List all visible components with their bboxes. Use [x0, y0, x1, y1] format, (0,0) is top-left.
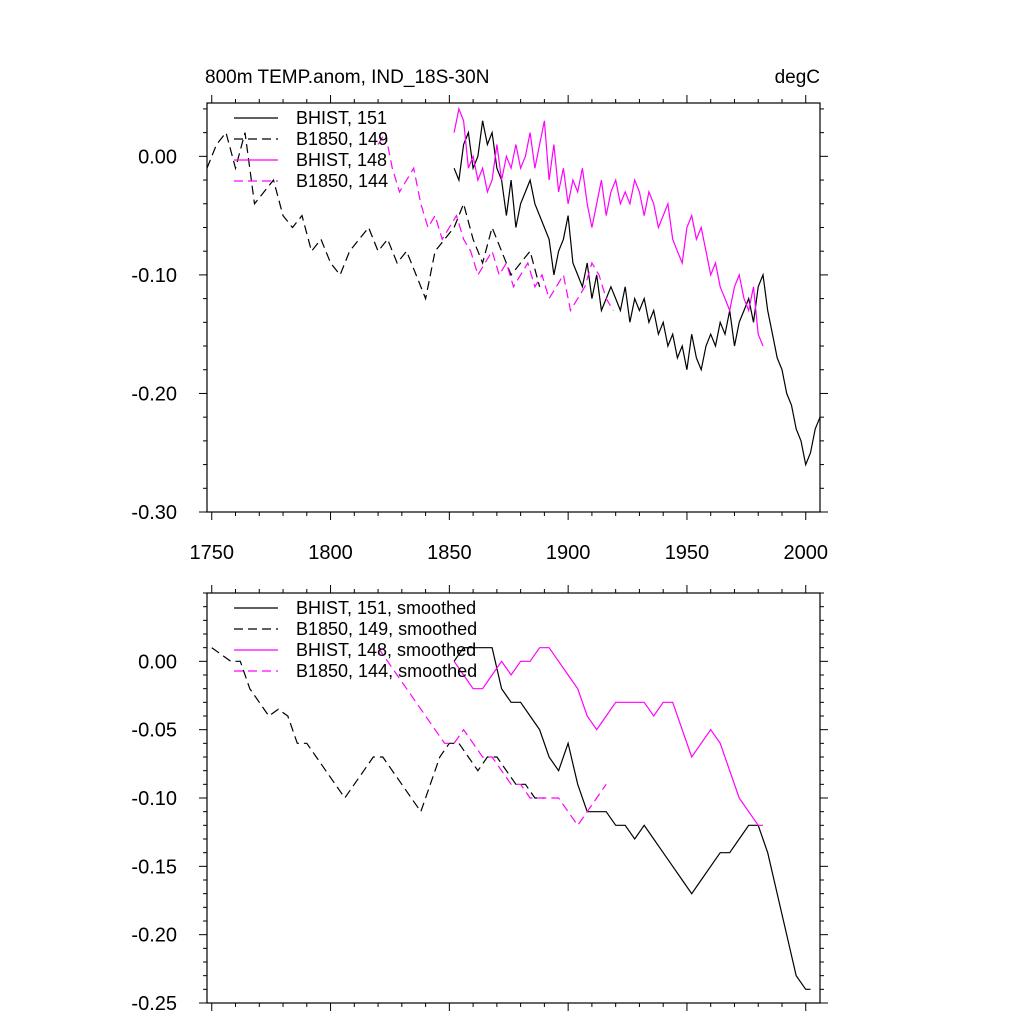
chart-title: 800m TEMP.anom, IND_18S-30N: [205, 67, 489, 88]
y-tick-label: -0.25: [131, 993, 177, 1015]
series-line-0: [453, 120, 821, 467]
legend-label: BHIST, 151, smoothed: [296, 598, 476, 618]
plot-frame: [206, 102, 821, 513]
top-panel: 800m TEMP.anom, IND_18S-30N degC 1750 180…: [131, 67, 828, 564]
x-tick-label: 1900: [546, 542, 591, 564]
series-line-2: [453, 647, 763, 826]
legend-label: BHIST, 151: [296, 108, 387, 128]
legend-label: B1850, 149: [296, 129, 388, 149]
series-line-3: [377, 647, 607, 827]
y-tick-label: -0.20: [131, 383, 177, 405]
legend-label: BHIST, 148: [296, 150, 387, 170]
series-lines: [206, 106, 821, 467]
y-tick-label: -0.15: [131, 856, 177, 878]
series-line-1: [206, 131, 541, 301]
y-tick-label: 0.00: [138, 146, 177, 168]
series-lines: [211, 647, 811, 990]
x-tick-label: 2000: [783, 542, 828, 564]
series-line-1: [211, 647, 545, 814]
x-tick-label: 1750: [190, 542, 235, 564]
y-tick-label: -0.05: [131, 720, 177, 742]
legend-label: B1850, 149, smoothed: [296, 619, 477, 639]
units-label: degC: [775, 67, 820, 88]
x-tick-label: 1800: [308, 542, 353, 564]
y-tick-label: -0.10: [131, 265, 177, 287]
series-line-0: [453, 647, 811, 990]
y-tick-label: -0.20: [131, 925, 177, 947]
bottom-panel: 0.00 -0.05 -0.10 -0.15 -0.20 -0.25 BHIST, 151,…: [131, 585, 828, 1015]
legend-label: B1850, 144, smoothed: [296, 661, 477, 681]
series-line-2: [453, 106, 764, 347]
legend-label: B1850, 144: [296, 171, 388, 191]
y-tick-label: -0.30: [131, 502, 177, 524]
legend-label: BHIST, 148, smoothed: [296, 640, 476, 660]
x-tick-label: 1950: [665, 542, 710, 564]
series-line-3: [377, 130, 614, 313]
y-tick-label: -0.10: [131, 788, 177, 810]
y-tick-label: 0.00: [138, 651, 177, 673]
x-tick-label: 1850: [427, 542, 472, 564]
